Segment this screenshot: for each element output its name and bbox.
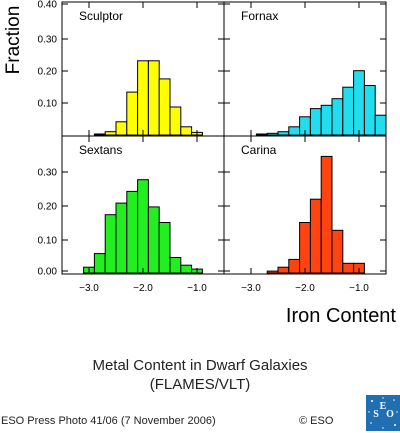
histogram-bar [147, 206, 160, 274]
y-tick-label: 0.20 [38, 67, 58, 78]
x-tick-label: −2.0 [133, 283, 153, 294]
histogram-bar [309, 108, 322, 136]
histogram-bar [169, 257, 182, 274]
histogram-bar [137, 60, 149, 136]
histogram-bar [93, 253, 106, 274]
y-tick-label: 0.30 [38, 35, 58, 46]
histogram-bar [309, 198, 322, 274]
y-tick-label: 0.10 [38, 99, 58, 110]
histogram-bar [180, 126, 193, 136]
histogram-bar [288, 126, 301, 136]
histogram-bar [158, 78, 171, 136]
panel-label: Fornax [241, 9, 278, 23]
eso-logo: E S O [366, 395, 400, 431]
histogram-figure: 0.10 0.20 0.30 0.40 Sculptor Fornax −3.0 −2.0 −1… [3, 0, 397, 327]
press-photo-credit: ESO Press Photo 41/06 (7 November 2006) [1, 415, 216, 427]
histogram-bar [374, 114, 387, 136]
histogram-bar [126, 91, 139, 136]
histogram-bar [277, 266, 290, 274]
x-tick-label: −3.0 [79, 283, 99, 294]
histogram-bar [137, 179, 149, 274]
x-tick-label: −3.0 [241, 283, 261, 294]
histogram-bar [342, 86, 355, 136]
y-axis-label: Fraction [3, 6, 24, 75]
histogram-bar [277, 131, 290, 136]
histogram-bar [180, 264, 193, 274]
histogram-bar [255, 133, 268, 136]
figure-caption-title: Metal Content in Dwarf Galaxies [92, 357, 308, 374]
histogram-bar [331, 98, 344, 136]
y-tick-label: 0.20 [38, 202, 58, 213]
svg-text:O: O [386, 409, 394, 420]
histogram-bar [288, 258, 301, 274]
histogram-bar [93, 133, 106, 136]
histogram-bar [331, 229, 344, 274]
y-tick-label: 0.30 [38, 168, 58, 179]
x-tick-label: −2.0 [295, 283, 315, 294]
histogram-bar [115, 121, 128, 136]
histogram-bar [158, 222, 171, 274]
copyright-notice: © ESO [299, 415, 334, 427]
figure-caption-subtitle: (FLAMES/VLT) [149, 376, 251, 393]
x-axis-label: Iron Content [286, 305, 397, 327]
svg-text:S: S [373, 409, 379, 420]
x-tick-label: −1.0 [349, 283, 369, 294]
x-tick-label: −1.0 [187, 283, 207, 294]
histogram-bar [320, 104, 333, 136]
histogram-bar [266, 132, 279, 136]
histogram-bar [147, 60, 160, 136]
svg-text:E: E [380, 401, 387, 412]
panel-label: Sextans [79, 143, 122, 157]
y-tick-label: 0.00 [38, 267, 58, 278]
histogram-bar [353, 70, 365, 136]
histogram-bar [266, 270, 279, 274]
histogram-bar [342, 262, 355, 274]
histogram-bar [104, 131, 117, 136]
histogram-bar [126, 190, 139, 274]
histogram-bar [363, 85, 376, 136]
histogram-bar [115, 202, 128, 274]
y-tick-label: 0.10 [38, 236, 58, 247]
histogram-bar [104, 214, 117, 274]
panel-label: Sculptor [79, 9, 123, 23]
histogram-bar [320, 155, 333, 274]
histogram-bar [299, 222, 311, 274]
panel-label: Carina [241, 143, 277, 157]
y-tick-label: 0.40 [38, 0, 58, 11]
histogram-bar [169, 106, 182, 136]
